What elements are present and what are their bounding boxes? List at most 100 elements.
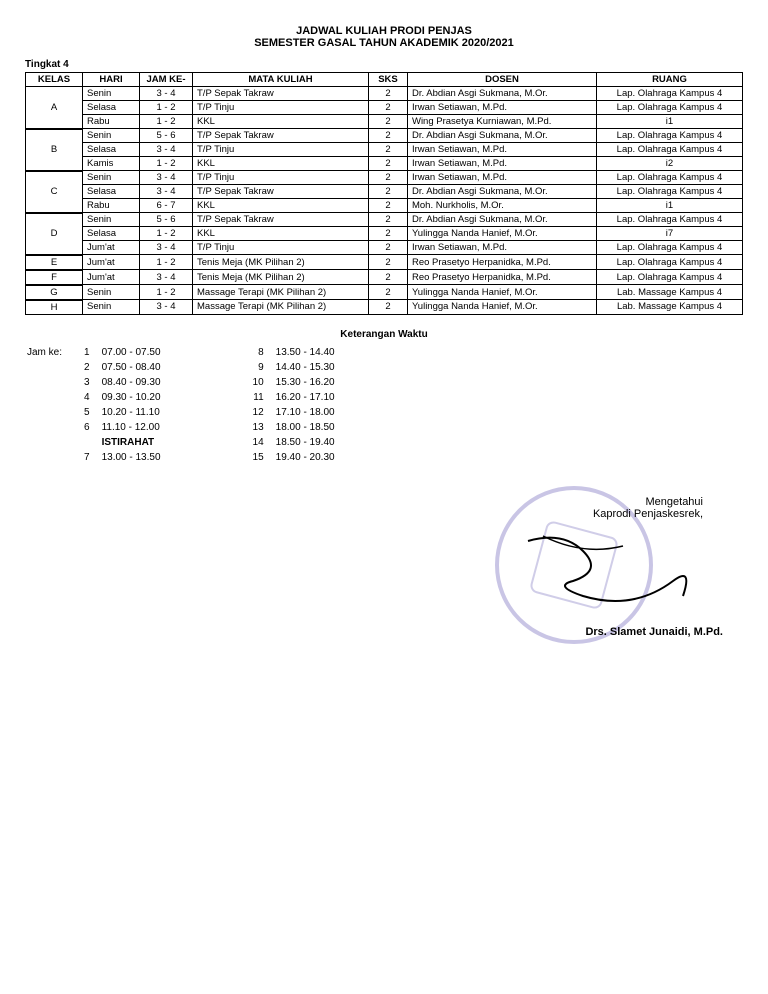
- cell-mk: T/P Sepak Takraw: [193, 87, 369, 101]
- cell-hari: Rabu: [83, 115, 140, 129]
- cell-ruang: Lap. Olahraga Kampus 4: [596, 213, 742, 227]
- cell-dosen: Irwan Setiawan, M.Pd.: [407, 143, 596, 157]
- cell-ruang: i2: [596, 157, 742, 171]
- time-num: 11: [253, 391, 274, 404]
- cell-sks: 2: [368, 87, 407, 101]
- time-num: 4: [84, 391, 100, 404]
- signature-heading: Mengetahui Kaprodi Penjaskesrek,: [593, 496, 703, 520]
- cell-sks: 2: [368, 129, 407, 143]
- cell-mk: T/P Sepak Takraw: [193, 129, 369, 143]
- time-key-title: Keterangan Waktu: [25, 329, 743, 340]
- cell-hari: Senin: [83, 213, 140, 227]
- time-range: 10.20 - 11.10: [102, 406, 169, 419]
- time-row: 1217.10 - 18.00: [253, 406, 343, 419]
- time-row: 914.40 - 15.30: [253, 361, 343, 374]
- cell-sks: 2: [368, 199, 407, 213]
- cell-mk: KKL: [193, 199, 369, 213]
- time-range: 13.00 - 13.50: [102, 451, 169, 464]
- cell-ruang: i1: [596, 199, 742, 213]
- table-row: Selasa1 - 2T/P Tinju2Irwan Setiawan, M.P…: [26, 101, 743, 115]
- time-range: 14.40 - 15.30: [276, 361, 343, 374]
- table-row: Selasa1 - 2KKL2Yulingga Nanda Hanief, M.…: [26, 227, 743, 241]
- col-mk: MATA KULIAH: [193, 73, 369, 87]
- cell-hari: Jum'at: [83, 255, 140, 270]
- cell-jam: 5 - 6: [140, 129, 193, 143]
- cell-dosen: Reo Prasetyo Herpanidka, M.Pd.: [407, 270, 596, 285]
- time-range: 07.50 - 08.40: [102, 361, 169, 374]
- cell-ruang: Lap. Olahraga Kampus 4: [596, 143, 742, 157]
- cell-dosen: Dr. Abdian Asgi Sukmana, M.Or.: [407, 87, 596, 101]
- col-dosen: DOSEN: [407, 73, 596, 87]
- time-range: 09.30 - 10.20: [102, 391, 169, 404]
- cell-jam: 1 - 2: [140, 157, 193, 171]
- time-range: 18.00 - 18.50: [276, 421, 343, 434]
- cell-mk: KKL: [193, 227, 369, 241]
- cell-ruang: Lap. Olahraga Kampus 4: [596, 255, 742, 270]
- cell-jam: 3 - 4: [140, 143, 193, 157]
- time-row: Jam ke:107.00 - 07.50: [27, 346, 169, 359]
- cell-dosen: Moh. Nurkholis, M.Or.: [407, 199, 596, 213]
- cell-dosen: Irwan Setiawan, M.Pd.: [407, 157, 596, 171]
- table-row: BSenin5 - 6T/P Sepak Takraw2Dr. Abdian A…: [26, 129, 743, 143]
- cell-jam: 1 - 2: [140, 101, 193, 115]
- table-row: ASenin3 - 4T/P Sepak Takraw2Dr. Abdian A…: [26, 87, 743, 101]
- cell-jam: 6 - 7: [140, 199, 193, 213]
- cell-hari: Selasa: [83, 143, 140, 157]
- time-range: 11.10 - 12.00: [102, 421, 169, 434]
- cell-dosen: Dr. Abdian Asgi Sukmana, M.Or.: [407, 185, 596, 199]
- time-num: 7: [84, 451, 100, 464]
- col-hari: HARI: [83, 73, 140, 87]
- table-row: Jum'at3 - 4T/P Tinju2Irwan Setiawan, M.P…: [26, 241, 743, 255]
- signature-name: Drs. Slamet Junaidi, M.Pd.: [585, 626, 723, 638]
- cell-hari: Selasa: [83, 227, 140, 241]
- table-row: DSenin5 - 6T/P Sepak Takraw2Dr. Abdian A…: [26, 213, 743, 227]
- cell-sks: 2: [368, 255, 407, 270]
- table-row: GSenin1 - 2Massage Terapi (MK Pilihan 2)…: [26, 285, 743, 300]
- table-row: Rabu1 - 2KKL2Wing Prasetya Kurniawan, M.…: [26, 115, 743, 129]
- cell-sks: 2: [368, 300, 407, 315]
- cell-kelas: A: [26, 87, 83, 129]
- cell-dosen: Irwan Setiawan, M.Pd.: [407, 241, 596, 255]
- time-key-block: Jam ke:107.00 - 07.50207.50 - 08.40308.4…: [25, 344, 743, 466]
- table-row: EJum'at1 - 2Tenis Meja (MK Pilihan 2)2Re…: [26, 255, 743, 270]
- cell-jam: 1 - 2: [140, 227, 193, 241]
- time-num: 2: [84, 361, 100, 374]
- time-num: 6: [84, 421, 100, 434]
- cell-mk: Massage Terapi (MK Pilihan 2): [193, 285, 369, 300]
- cell-jam: 1 - 2: [140, 255, 193, 270]
- time-num: 5: [84, 406, 100, 419]
- cell-sks: 2: [368, 143, 407, 157]
- time-num: 12: [253, 406, 274, 419]
- cell-kelas: B: [26, 129, 83, 171]
- time-range: 19.40 - 20.30: [276, 451, 343, 464]
- time-row: 1519.40 - 20.30: [253, 451, 343, 464]
- col-jam: JAM KE-: [140, 73, 193, 87]
- table-row: Selasa3 - 4T/P Sepak Takraw2Dr. Abdian A…: [26, 185, 743, 199]
- cell-kelas: H: [26, 300, 83, 315]
- cell-hari: Senin: [83, 87, 140, 101]
- cell-kelas: G: [26, 285, 83, 300]
- doc-subtitle: SEMESTER GASAL TAHUN AKADEMIK 2020/2021: [25, 37, 743, 49]
- cell-mk: T/P Tinju: [193, 241, 369, 255]
- cell-dosen: Reo Prasetyo Herpanidka, M.Pd.: [407, 255, 596, 270]
- cell-dosen: Dr. Abdian Asgi Sukmana, M.Or.: [407, 129, 596, 143]
- level-label: Tingkat 4: [25, 59, 743, 70]
- cell-dosen: Yulingga Nanda Hanief, M.Or.: [407, 227, 596, 241]
- cell-hari: Jum'at: [83, 270, 140, 285]
- cell-ruang: Lap. Olahraga Kampus 4: [596, 171, 742, 185]
- table-row: Kamis1 - 2KKL2Irwan Setiawan, M.Pd.i2: [26, 157, 743, 171]
- cell-kelas: D: [26, 213, 83, 255]
- time-range: 08.40 - 09.30: [102, 376, 169, 389]
- time-row: 1015.30 - 16.20: [253, 376, 343, 389]
- cell-sks: 2: [368, 270, 407, 285]
- cell-mk: Tenis Meja (MK Pilihan 2): [193, 270, 369, 285]
- cell-mk: T/P Tinju: [193, 101, 369, 115]
- cell-mk: T/P Tinju: [193, 143, 369, 157]
- cell-hari: Senin: [83, 171, 140, 185]
- cell-sks: 2: [368, 285, 407, 300]
- cell-hari: Selasa: [83, 185, 140, 199]
- time-range: 07.00 - 07.50: [102, 346, 169, 359]
- cell-hari: Senin: [83, 300, 140, 315]
- cell-ruang: i7: [596, 227, 742, 241]
- cell-hari: Selasa: [83, 101, 140, 115]
